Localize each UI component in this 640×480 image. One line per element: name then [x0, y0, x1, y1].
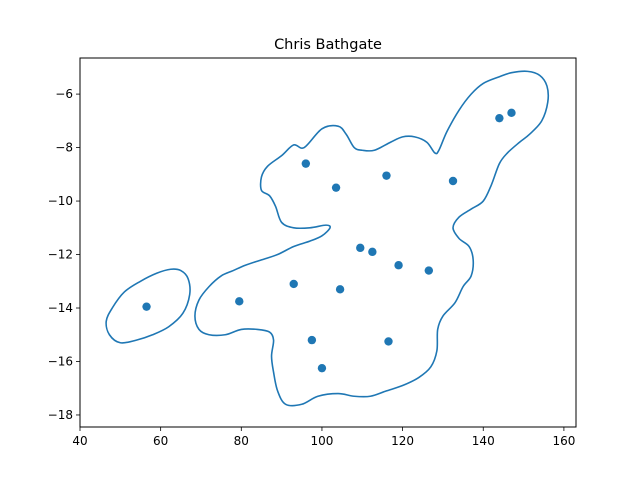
y-axis: −18 −16 −14 −12 −10 −8 −6 [48, 87, 80, 422]
x-tick-label: 80 [234, 434, 249, 448]
y-tick-label: −12 [48, 248, 73, 262]
scatter-point [331, 183, 341, 192]
x-tick-label: 140 [472, 434, 495, 448]
y-tick-label: −16 [48, 354, 73, 368]
x-tick-label: 160 [552, 434, 575, 448]
scatter-point [424, 266, 434, 275]
plot-frame [79, 57, 577, 428]
scatter-point [384, 337, 393, 346]
x-tick-label: 100 [310, 434, 333, 448]
scatter-point [356, 243, 365, 253]
scatter-point [289, 279, 298, 289]
x-tick-label: 40 [72, 434, 87, 448]
scatter-point [235, 297, 244, 306]
scatter-point [368, 247, 377, 257]
x-axis: 40 60 80 100 120 140 160 [72, 427, 575, 448]
scatter-point [317, 363, 327, 373]
y-tick-label: −8 [55, 141, 73, 155]
contour-line-1 [194, 70, 550, 407]
y-tick-label: −14 [48, 301, 73, 315]
scatter-point [142, 302, 151, 311]
plot-area [105, 70, 550, 407]
scatter-point [507, 108, 516, 118]
scatter-point [382, 171, 391, 180]
scatter-point [307, 335, 317, 345]
x-tick-label: 120 [391, 434, 414, 448]
y-tick-label: −6 [55, 87, 73, 101]
scatter-point [335, 285, 345, 294]
chart-title: Chris Bathgate [274, 37, 382, 53]
scatter-point [301, 159, 311, 168]
y-tick-label: −10 [48, 194, 73, 208]
scatter-point [495, 113, 504, 123]
contour-line-2 [105, 268, 191, 344]
scatter-point [448, 176, 458, 186]
scatter-point [394, 261, 403, 270]
x-tick-label: 60 [153, 434, 168, 448]
y-tick-label: −18 [48, 408, 73, 422]
